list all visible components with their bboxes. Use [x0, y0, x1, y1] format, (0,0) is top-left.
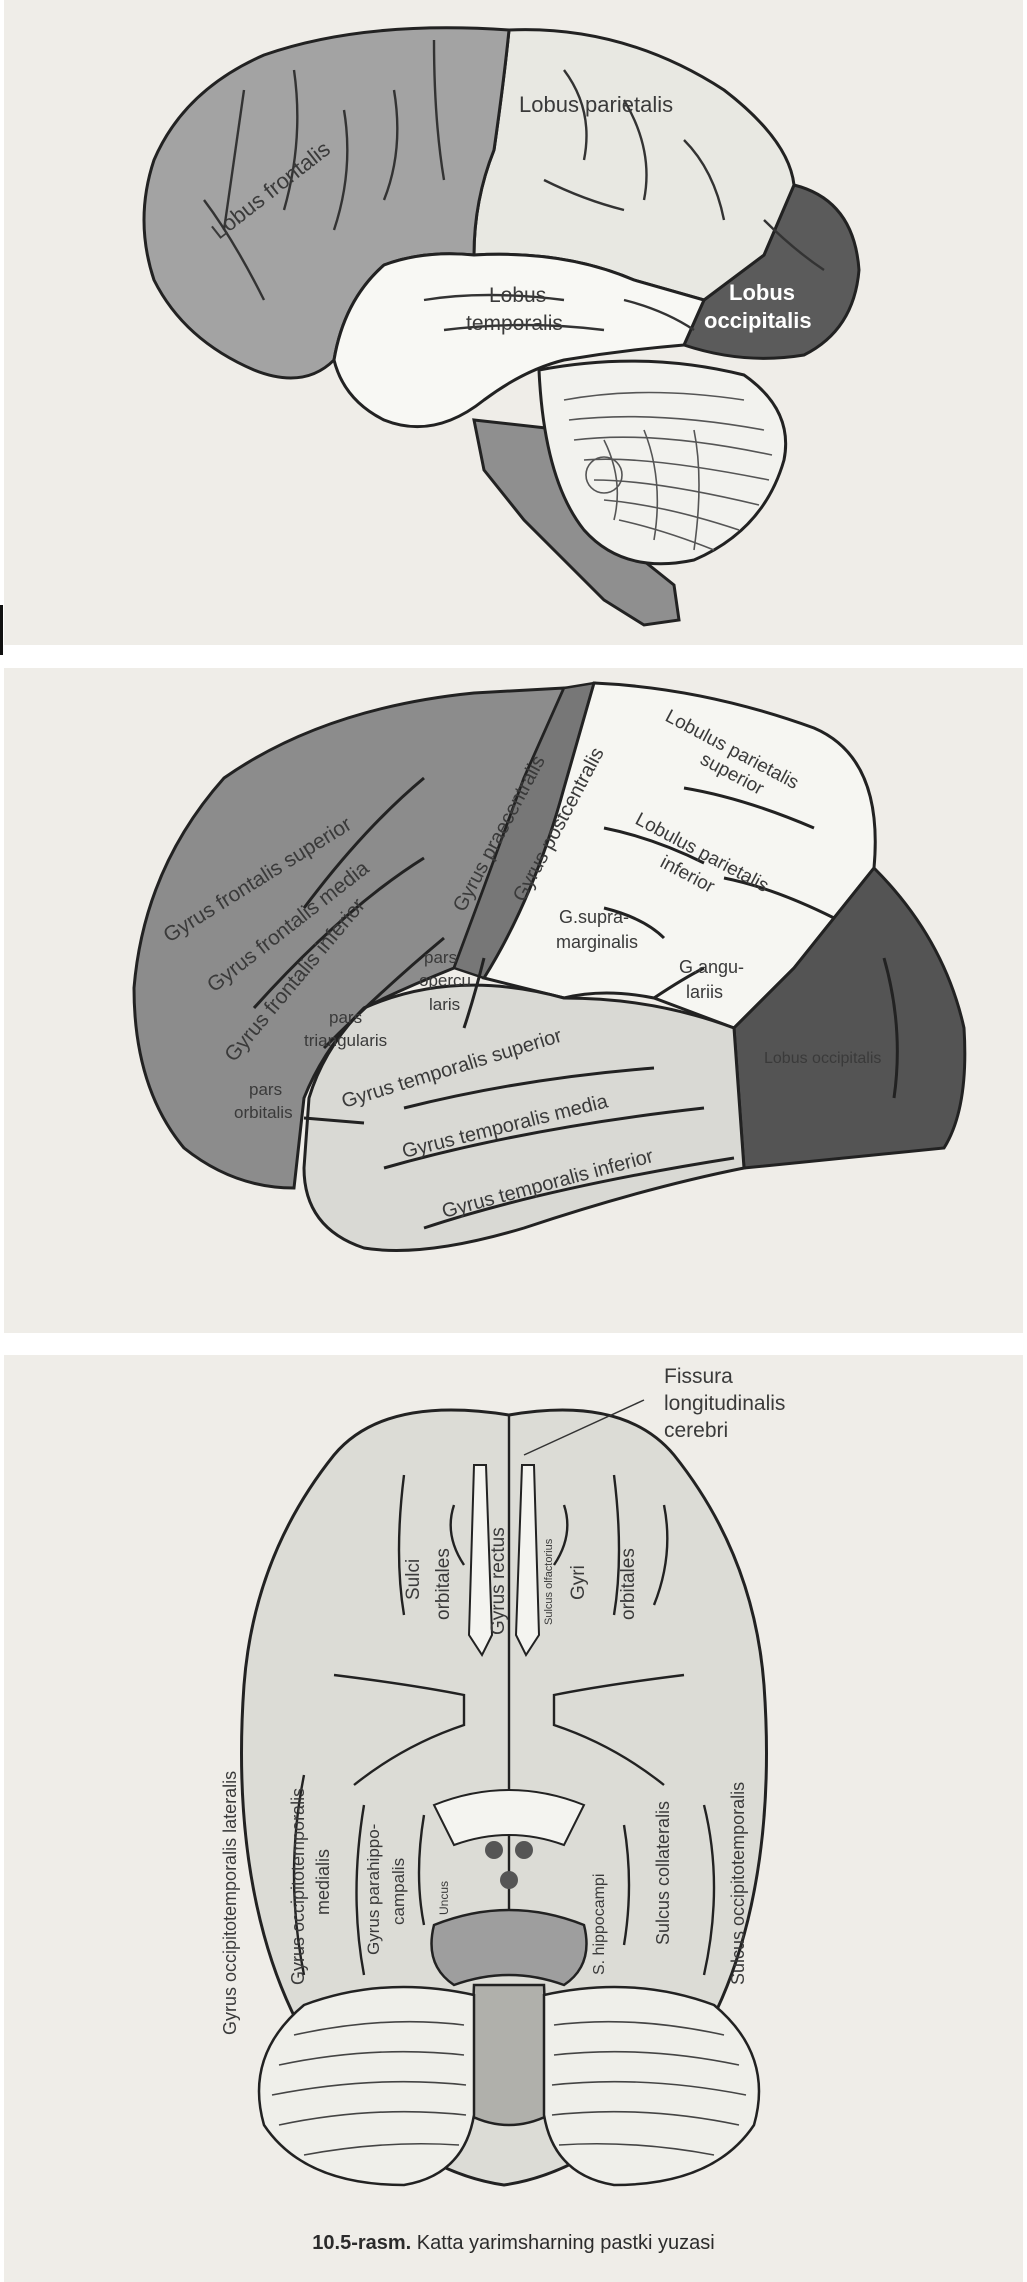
label-shippo: S. hippocampi — [591, 1874, 608, 1975]
figure-lateral-gyri: Gyrus frontalis superior Gyrus frontalis… — [4, 668, 1023, 1333]
mammillary-body-3 — [500, 1871, 518, 1889]
label-parietal: Lobus parietalis — [519, 92, 673, 117]
label-gsm-1: G.supra- — [559, 907, 629, 927]
label-fissura-3: cerebri — [664, 1419, 728, 1442]
label-uncus: Uncus — [437, 1881, 451, 1915]
label-occipital-1: Lobus — [729, 280, 795, 305]
label-fissura-2: longitudinalis — [664, 1392, 785, 1415]
medulla — [467, 1983, 551, 2127]
label-sulci-1: Sulci — [403, 1559, 424, 1600]
edge-mark — [0, 605, 3, 655]
mammillary-body-1 — [485, 1841, 503, 1859]
frontal-lobe — [142, 26, 511, 380]
label-pt-1: pars — [329, 1008, 362, 1027]
midbrain — [430, 1908, 588, 1987]
label-porb-2: orbitalis — [234, 1103, 293, 1122]
olfactory-tract-left — [467, 1464, 494, 1658]
label-porb-1: pars — [249, 1080, 282, 1099]
label-pt-2: triangularis — [304, 1031, 387, 1050]
figure-lobes: Lobus frontalis Lobus parietalis Lobus t… — [4, 0, 1023, 645]
figure-basal-surface: Fissura longitudinalis cerebri Sulci orb… — [4, 1355, 1023, 2282]
label-gotl: Gyrus occipitotemporalis lateralis — [220, 1771, 240, 2035]
label-sulci-2: orbitales — [433, 1548, 454, 1620]
optic-chiasm — [432, 1789, 586, 1847]
label-gyrus-rectus: Gyrus rectus — [488, 1527, 509, 1635]
occipital-region — [732, 865, 967, 1170]
label-occipital-2: occipitalis — [704, 308, 812, 333]
temporal-lobe — [332, 252, 707, 429]
label-po-2: opercu — [419, 971, 471, 990]
label-scoll: Sulcus collateralis — [653, 1801, 673, 1945]
figure-caption: 10.5-rasm. Katta yarimsharning pastki yu… — [0, 2232, 1027, 2255]
caption-number: 10.5-rasm. — [312, 2232, 412, 2254]
label-temporal-2: temporalis — [466, 312, 563, 335]
cerebellum-right — [542, 1985, 761, 2187]
label-po-1: pars — [424, 948, 457, 967]
label-gang-2: lariis — [686, 982, 723, 1002]
label-sot: Sulcus occipitotemporalis — [728, 1782, 748, 1985]
cerebellum-left — [257, 1985, 476, 2187]
mammillary-body-2 — [515, 1841, 533, 1859]
label-gsm-2: marginalis — [556, 932, 638, 952]
label-gotm-1: Gyrus occipitotemporalis — [288, 1788, 308, 1985]
caption-text: Katta yarimsharning pastki yuzasi — [416, 2232, 715, 2254]
label-gang-1: G.angu- — [679, 957, 744, 977]
label-gph-2: campalis — [389, 1858, 408, 1925]
label-temporal-1: Lobus — [489, 284, 546, 307]
label-gph-1: Gyrus parahippo- — [364, 1824, 383, 1955]
label-fissura-1: Fissura — [664, 1365, 733, 1388]
temporal-region — [302, 983, 746, 1252]
olfactory-tract-right — [514, 1464, 541, 1658]
label-occ: Lobus occipitalis — [764, 1050, 881, 1067]
label-gyri-1: Gyri — [568, 1565, 589, 1600]
label-po-3: laris — [429, 995, 460, 1014]
label-sulcus-olf: Sulcus olfactorius — [543, 1538, 555, 1625]
occipital-lobe — [681, 183, 861, 360]
label-gotm-2: medialis — [313, 1849, 333, 1915]
label-gyri-2: orbitales — [618, 1548, 639, 1620]
